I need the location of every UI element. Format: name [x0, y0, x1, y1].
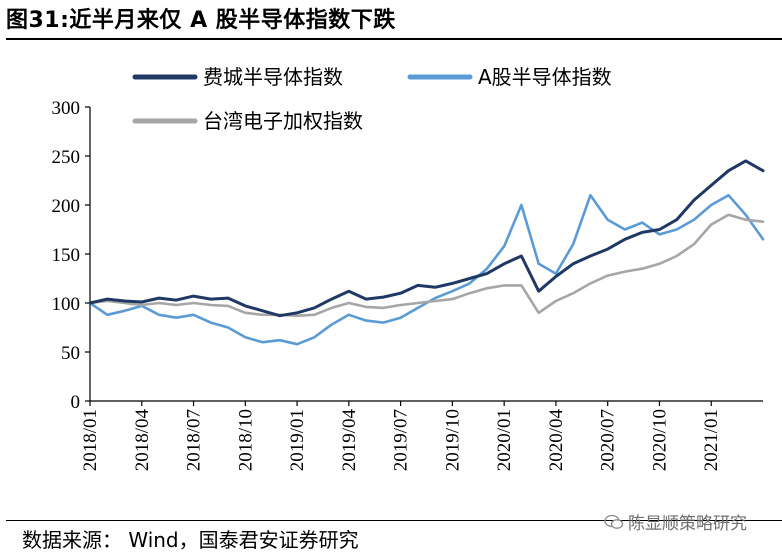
legend-label-2: A股半导体指数 [478, 65, 612, 89]
y-tick-label: 100 [52, 294, 81, 315]
x-tick-label: 2018/04 [132, 409, 153, 472]
x-tick-label: 2019/07 [391, 409, 412, 471]
series-line-3 [88, 213, 765, 318]
legend-label-1: 费城半导体指数 [203, 65, 343, 89]
data-source: 数据来源： Wind，国泰君安证券研究 [22, 528, 359, 552]
x-tick-label: 2020/04 [546, 409, 567, 472]
y-tick-label: 50 [61, 343, 80, 364]
watermark: 陈显顺策略研究 [604, 509, 747, 534]
chart-series [88, 159, 765, 346]
x-tick-label: 2019/10 [442, 409, 463, 471]
y-tick-label: 300 [52, 98, 81, 119]
x-tick-label: 2018/10 [235, 409, 256, 471]
legend-label-3: 台湾电子加权指数 [203, 109, 363, 133]
footer-rule [6, 520, 782, 521]
x-tick-label: 2019/01 [287, 409, 308, 471]
chart-title: 图31:近半月来仅 A 股半导体指数下跌 [6, 8, 396, 33]
x-tick-label: 2019/04 [339, 409, 360, 472]
y-tick-label: 200 [52, 196, 81, 217]
line-chart: 0 50 100 150 200 250 300 2018/01 2018/04 2018/07 2… [52, 65, 765, 472]
y-tick-label: 250 [52, 147, 81, 168]
x-tick-label: 2020/07 [598, 409, 619, 471]
x-tick-label: 2018/07 [184, 409, 205, 471]
wechat-icon [604, 514, 624, 529]
y-tick-label: 0 [71, 392, 81, 413]
chart-axes: 0 50 100 150 200 250 300 2018/01 2018/04 2018/07 2… [52, 98, 763, 472]
title-rule [6, 38, 782, 40]
x-tick-label: 2020/10 [649, 409, 670, 471]
y-tick-label: 150 [52, 245, 81, 266]
x-tick-label: 2020/01 [494, 409, 515, 471]
x-tick-label: 2018/01 [80, 409, 101, 471]
series-line-1 [88, 159, 765, 318]
x-tick-label: 2021/01 [701, 409, 722, 471]
watermark-text: 陈显顺策略研究 [628, 514, 747, 534]
series-line-2 [88, 193, 765, 346]
